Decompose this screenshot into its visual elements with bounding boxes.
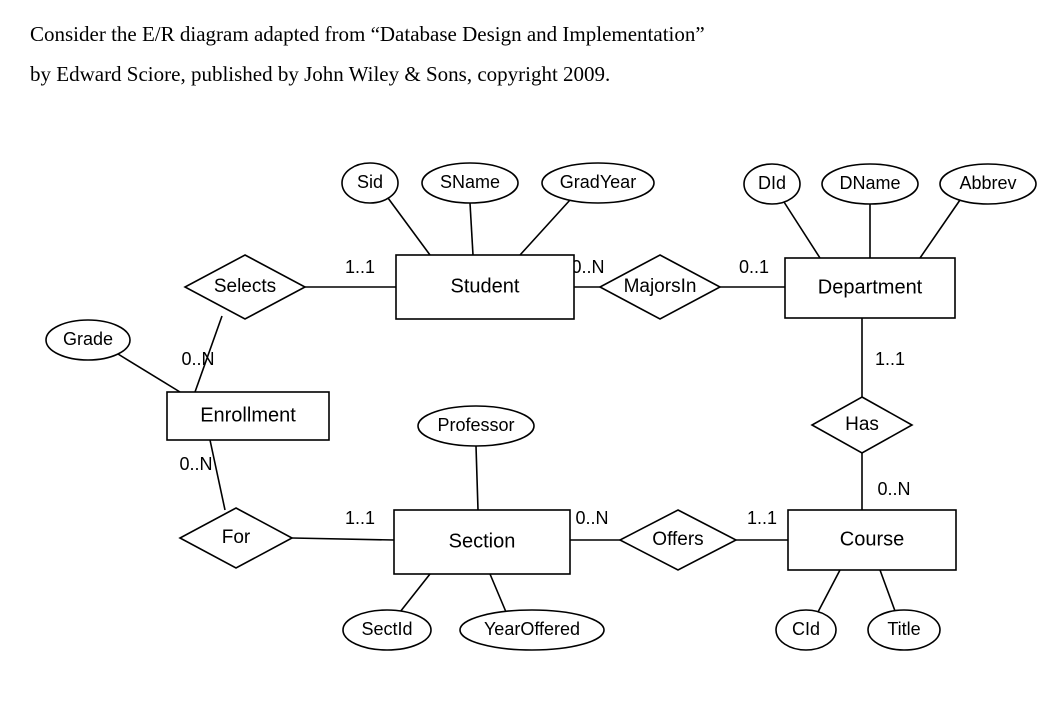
relationship-label-offers: Offers	[652, 529, 703, 550]
entity-label-enrollment: Enrollment	[200, 404, 296, 426]
attribute-label-sname: SName	[440, 172, 500, 192]
er-diagram-svg: 1..1 0..N 0..N 0..1 1..1 0..N 0..N 1..1 0..N 1..1…	[0, 0, 1055, 712]
attribute-label-professor: Professor	[437, 415, 514, 435]
attribute-label-cid: CId	[792, 619, 820, 639]
attribute-label-yearoffered: YearOffered	[484, 619, 580, 639]
entity-label-course: Course	[840, 528, 904, 550]
cardinality-label: 0..N	[571, 257, 604, 277]
attribute-label-grade: Grade	[63, 329, 113, 349]
cardinality-label: 1..1	[345, 508, 375, 528]
relationship-label-majorsin: MajorsIn	[624, 276, 697, 297]
attribute-label-gradyear: GradYear	[560, 172, 636, 192]
cardinality-label: 0..N	[181, 349, 214, 369]
attribute-label-title: Title	[887, 619, 920, 639]
cardinality-label: 1..1	[747, 508, 777, 528]
er-diagram-page: Consider the E/R diagram adapted from “D…	[0, 0, 1055, 712]
cardinality-label: 0..N	[877, 479, 910, 499]
attribute-label-sid: Sid	[357, 172, 383, 192]
cardinality-label: 0..N	[179, 454, 212, 474]
relationship-label-for: For	[222, 527, 251, 548]
attribute-label-sectid: SectId	[361, 619, 412, 639]
attribute-label-dname: DName	[839, 173, 900, 193]
entity-label-section: Section	[449, 530, 516, 552]
cardinality-label: 0..1	[739, 257, 769, 277]
cardinality-label: 1..1	[875, 349, 905, 369]
relationship-label-has: Has	[845, 414, 879, 435]
cardinality-label: 1..1	[345, 257, 375, 277]
cardinality-label: 0..N	[575, 508, 608, 528]
attribute-label-did: DId	[758, 173, 786, 193]
attribute-label-abbrev: Abbrev	[959, 173, 1016, 193]
entity-label-student: Student	[451, 275, 520, 297]
entity-label-department: Department	[818, 276, 923, 298]
relationship-label-selects: Selects	[214, 276, 276, 297]
